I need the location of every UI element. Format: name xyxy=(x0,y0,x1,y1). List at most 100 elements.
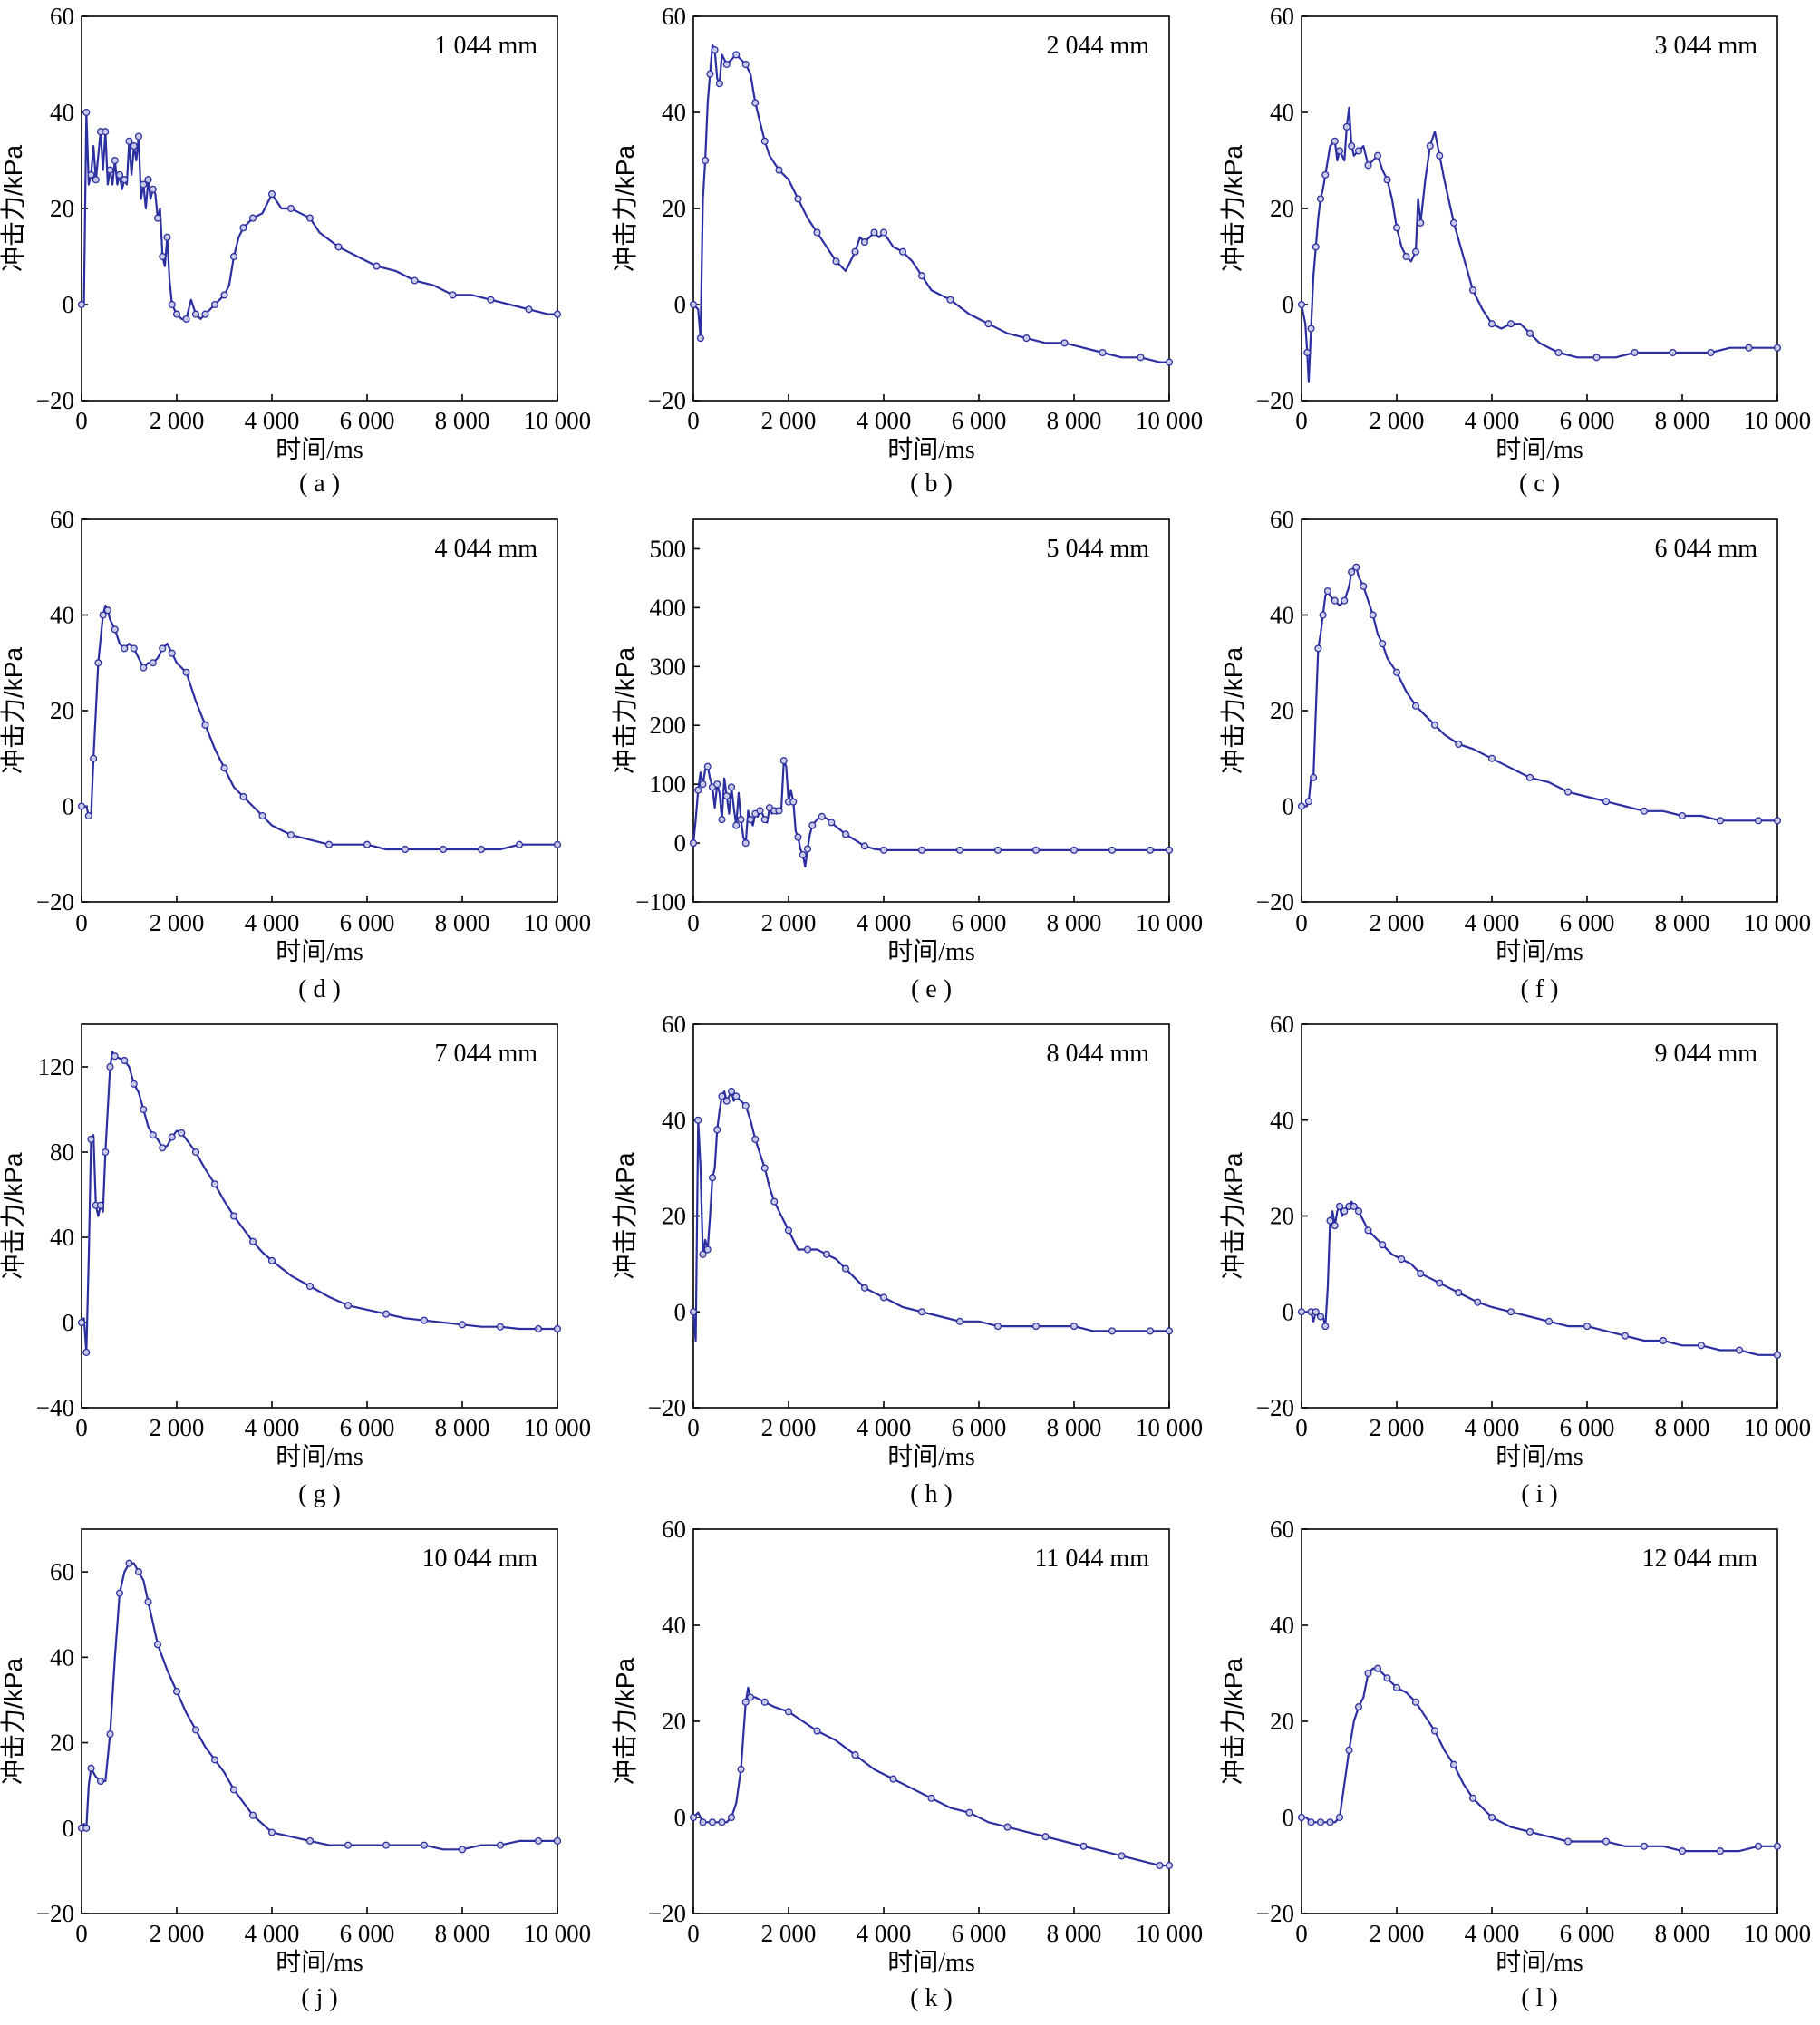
x-tick-label: 10 000 xyxy=(524,1920,591,1947)
data-point xyxy=(751,1135,760,1143)
data-point xyxy=(1348,567,1356,576)
y-tick-label: 0 xyxy=(63,793,75,820)
data-point xyxy=(689,300,698,309)
data-point xyxy=(134,1568,143,1576)
series-line xyxy=(692,760,1169,868)
data-point xyxy=(90,754,98,762)
x-tick-label: 2 000 xyxy=(150,909,205,936)
data-point xyxy=(1316,1818,1325,1826)
data-point xyxy=(1335,147,1344,155)
data-point xyxy=(1345,1746,1353,1754)
data-point xyxy=(182,668,190,676)
data-point xyxy=(1602,1837,1611,1846)
x-axis-label: 时间/ms xyxy=(887,435,974,464)
data-point xyxy=(1716,1847,1725,1855)
data-point xyxy=(1108,846,1117,854)
data-point xyxy=(1373,151,1382,160)
data-point xyxy=(373,262,381,270)
data-point xyxy=(1487,320,1496,328)
data-point xyxy=(1307,1818,1315,1826)
data-point xyxy=(344,1841,353,1849)
data-point xyxy=(1354,1207,1363,1216)
x-tick-label: 10 000 xyxy=(1136,909,1203,936)
data-point xyxy=(799,851,807,859)
x-tick-label: 6 000 xyxy=(1560,1920,1615,1947)
data-point xyxy=(965,1808,973,1817)
data-point xyxy=(1354,1703,1363,1711)
data-point xyxy=(794,833,802,841)
data-point xyxy=(1316,1313,1325,1321)
data-point xyxy=(1297,300,1306,309)
data-point xyxy=(1146,1327,1155,1335)
data-point xyxy=(713,1126,721,1134)
data-point xyxy=(1383,1674,1391,1682)
data-point xyxy=(477,845,486,854)
y-axis-label: 冲击力/kPa xyxy=(611,145,639,272)
data-point xyxy=(993,1323,1002,1331)
data-point xyxy=(153,1641,162,1649)
x-tick-label: 2 000 xyxy=(150,1920,205,1947)
plot-frame xyxy=(1301,518,1778,903)
data-point xyxy=(106,1730,114,1739)
x-tick-label: 4 000 xyxy=(1465,1920,1520,1947)
x-tick-label: 0 xyxy=(1295,1414,1308,1441)
data-point xyxy=(286,831,295,839)
x-tick-label: 8 000 xyxy=(435,1414,490,1441)
y-tick-label: −20 xyxy=(36,888,74,916)
y-tick-label: −20 xyxy=(1256,1900,1294,1927)
data-point xyxy=(1383,176,1391,184)
data-point xyxy=(760,1698,769,1706)
data-point xyxy=(1137,354,1145,362)
data-point xyxy=(794,195,802,203)
data-point xyxy=(1003,1823,1012,1831)
x-tick-label: 6 000 xyxy=(1560,407,1615,434)
data-point xyxy=(955,846,964,854)
data-point xyxy=(1312,1308,1320,1316)
y-tick-label: 40 xyxy=(1270,602,1294,629)
data-point xyxy=(153,214,162,222)
x-tick-label: 2 000 xyxy=(1370,1414,1425,1441)
data-point xyxy=(534,1325,543,1333)
data-point xyxy=(1079,1842,1088,1850)
data-point xyxy=(1411,702,1420,710)
subfigure-label: ( g ) xyxy=(298,1480,341,1508)
data-point xyxy=(832,257,840,266)
subfigure-label: ( f ) xyxy=(1521,975,1559,1003)
data-point xyxy=(1310,773,1318,781)
data-point xyxy=(984,320,992,328)
y-tick-label: 80 xyxy=(50,1138,74,1166)
data-point xyxy=(751,99,760,107)
y-tick-label: −20 xyxy=(1256,888,1294,916)
data-point xyxy=(1773,1351,1782,1359)
x-tick-label: 8 000 xyxy=(1655,407,1710,434)
data-point xyxy=(1297,1813,1306,1822)
plot-frame xyxy=(692,1528,1170,1914)
data-point xyxy=(1544,1317,1554,1325)
data-point xyxy=(1525,329,1534,337)
data-point xyxy=(1449,1760,1458,1768)
y-tick-label: −20 xyxy=(1256,387,1294,414)
x-tick-label: 8 000 xyxy=(435,1920,490,1947)
data-point xyxy=(1402,252,1410,261)
data-point xyxy=(106,166,114,174)
data-point xyxy=(741,1698,750,1706)
data-point xyxy=(1392,224,1401,232)
data-point xyxy=(553,310,562,318)
data-point xyxy=(363,840,372,848)
data-point xyxy=(1364,161,1372,170)
data-point xyxy=(87,1764,95,1772)
data-point xyxy=(201,310,209,318)
y-tick-label: 40 xyxy=(50,1224,74,1251)
data-point xyxy=(708,1818,717,1826)
y-tick-label: −100 xyxy=(635,888,686,916)
data-point xyxy=(715,80,723,88)
y-tick-label: −20 xyxy=(1256,1394,1294,1421)
data-point xyxy=(841,1264,850,1273)
data-point xyxy=(889,1775,897,1783)
data-point xyxy=(210,300,219,309)
